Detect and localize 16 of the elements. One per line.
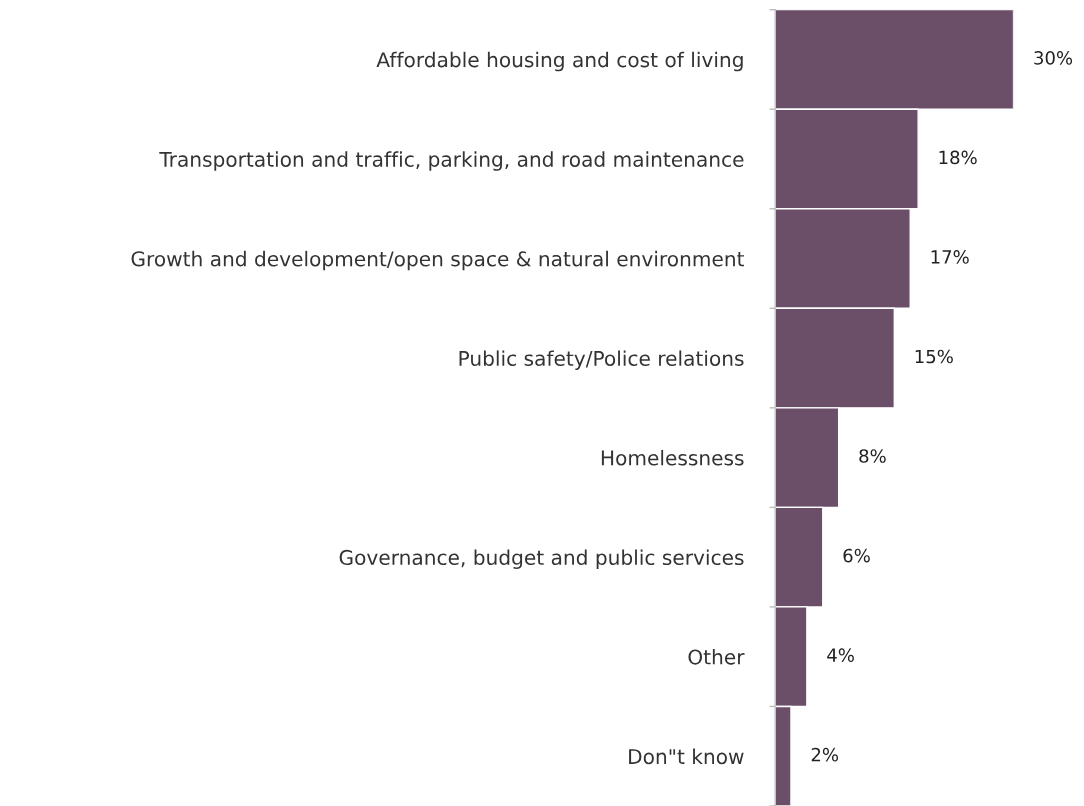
data-label: 15% (915, 349, 953, 364)
y-tick-label: Transportation and traffic, parking, and road maintenance (159, 151, 744, 171)
data-label: 17% (931, 250, 969, 264)
y-tick-label: Growth and development/open space & natural environment (131, 250, 745, 271)
y-tick-label: Don"t know (629, 748, 744, 765)
data-label: 30% (1034, 51, 1073, 65)
data-label: 4% (827, 648, 854, 662)
data-label: 8% (859, 449, 886, 463)
data-label: 6% (843, 548, 870, 563)
y-tick-label: Public safety/Police relations (459, 350, 744, 370)
y-tick-label: Affordable housing and cost of living (376, 51, 743, 72)
data-label: 18% (939, 150, 977, 165)
y-tick-label: Other (688, 649, 745, 665)
data-label: 2% (811, 747, 839, 762)
y-tick-label: Governance, budget and public services (339, 549, 744, 569)
y-tick-label: Homelessness (601, 449, 744, 466)
